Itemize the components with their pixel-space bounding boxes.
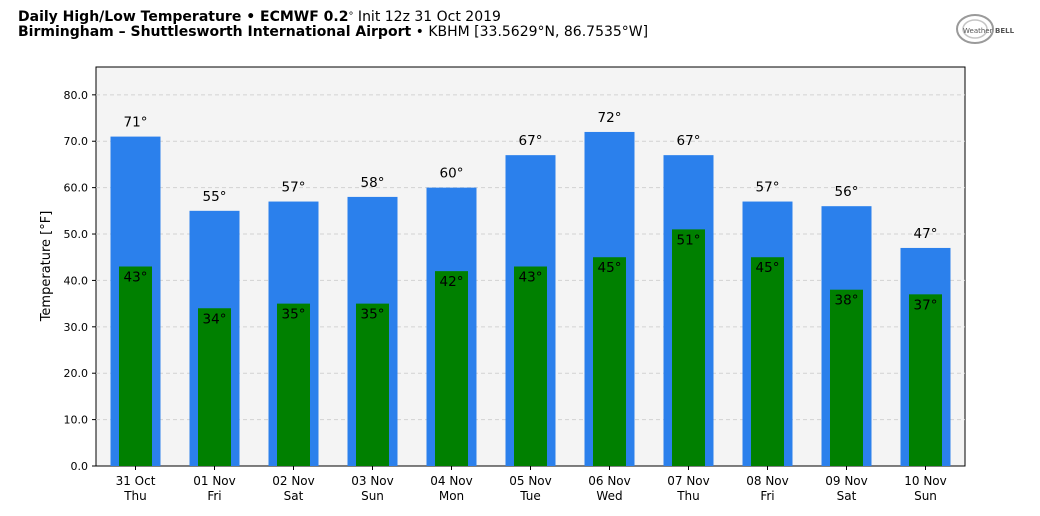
high-value-label: 67°: [519, 133, 543, 149]
high-value-label: 47°: [914, 226, 938, 242]
x-tick-date: 02 Nov: [272, 474, 315, 488]
low-value-label: 43°: [124, 270, 148, 286]
y-tick-label: 50.0: [64, 228, 89, 241]
station-coords: • KBHM [33.5629°N, 86.7535°W]: [411, 24, 649, 40]
low-bar: [593, 257, 626, 466]
high-value-label: 60°: [440, 166, 464, 182]
logo-text-b: BELL: [995, 27, 1015, 35]
x-tick-date: 08 Nov: [746, 474, 789, 488]
title-bold: Daily High/Low Temperature • ECMWF 0.2: [18, 9, 349, 25]
low-value-label: 37°: [914, 297, 938, 313]
low-value-label: 34°: [203, 311, 227, 327]
low-value-label: 51°: [677, 232, 701, 248]
y-tick-label: 60.0: [64, 182, 89, 195]
high-value-label: 55°: [203, 189, 227, 205]
y-tick-label: 0.0: [71, 460, 89, 473]
chart-subtitle: Birmingham – Shuttlesworth International…: [18, 24, 648, 40]
high-value-label: 72°: [598, 110, 622, 126]
low-bar: [198, 308, 231, 466]
x-tick-weekday: Fri: [207, 489, 221, 503]
y-tick-label: 80.0: [64, 89, 89, 102]
high-value-label: 57°: [756, 180, 780, 196]
x-tick-weekday: Sat: [837, 489, 857, 503]
low-bar: [830, 289, 863, 466]
x-tick-date: 01 Nov: [193, 474, 236, 488]
title-init: Init 12z 31 Oct 2019: [353, 9, 501, 25]
x-tick-date: 07 Nov: [667, 474, 710, 488]
x-tick-date: 09 Nov: [825, 474, 868, 488]
x-tick-date: 06 Nov: [588, 474, 631, 488]
y-axis-label: Temperature [°F]: [39, 211, 54, 323]
x-tick-weekday: Thu: [123, 489, 147, 503]
high-value-label: 67°: [677, 133, 701, 149]
y-tick-label: 30.0: [64, 321, 89, 334]
x-tick-weekday: Tue: [519, 489, 541, 503]
x-tick-weekday: Mon: [439, 489, 464, 503]
low-bar: [514, 266, 547, 466]
low-bar: [751, 257, 784, 466]
x-tick-date: 31 Oct: [116, 474, 156, 488]
y-tick-label: 70.0: [64, 135, 89, 148]
low-bar: [909, 294, 942, 466]
x-tick-weekday: Sun: [914, 489, 937, 503]
x-tick-date: 10 Nov: [904, 474, 947, 488]
y-tick-label: 10.0: [64, 414, 89, 427]
x-tick-weekday: Sat: [284, 489, 304, 503]
high-value-label: 58°: [361, 175, 385, 191]
x-tick-weekday: Fri: [760, 489, 774, 503]
low-value-label: 35°: [361, 307, 385, 323]
high-value-label: 56°: [835, 184, 859, 200]
logo-text-a: Weather: [963, 27, 993, 35]
low-bar: [277, 303, 310, 466]
chart-title: Daily High/Low Temperature • ECMWF 0.2° …: [18, 9, 501, 25]
x-tick-weekday: Thu: [676, 489, 700, 503]
weatherbell-logo: Weather BELL: [956, 14, 1015, 44]
low-bar: [672, 229, 705, 466]
low-bar: [356, 303, 389, 466]
x-tick-weekday: Wed: [596, 489, 622, 503]
y-tick-label: 40.0: [64, 274, 89, 287]
y-tick-label: 20.0: [64, 367, 89, 380]
low-bar: [119, 266, 152, 466]
low-value-label: 45°: [756, 260, 780, 276]
y-axis: 0.0 10.0 20.0 30.0 40.0 50.0 60.0 70.0 80.0: [64, 89, 96, 473]
title-degree: °: [348, 11, 354, 22]
low-bar: [435, 271, 468, 466]
low-value-label: 38°: [835, 293, 859, 309]
bars: 71° 43° 55° 34° 57° 35° 58° 35° 60° 42° 67° 43° 72° 4…: [110, 110, 951, 467]
high-value-label: 57°: [282, 180, 306, 196]
x-tick-date: 04 Nov: [430, 474, 473, 488]
low-value-label: 45°: [598, 260, 622, 276]
low-value-label: 43°: [519, 270, 543, 286]
low-value-label: 35°: [282, 307, 306, 323]
station-name: Birmingham – Shuttlesworth International…: [18, 24, 412, 40]
x-tick-date: 03 Nov: [351, 474, 394, 488]
x-tick-weekday: Sun: [361, 489, 384, 503]
high-value-label: 71°: [124, 115, 148, 131]
x-tick-date: 05 Nov: [509, 474, 552, 488]
low-value-label: 42°: [440, 274, 464, 290]
